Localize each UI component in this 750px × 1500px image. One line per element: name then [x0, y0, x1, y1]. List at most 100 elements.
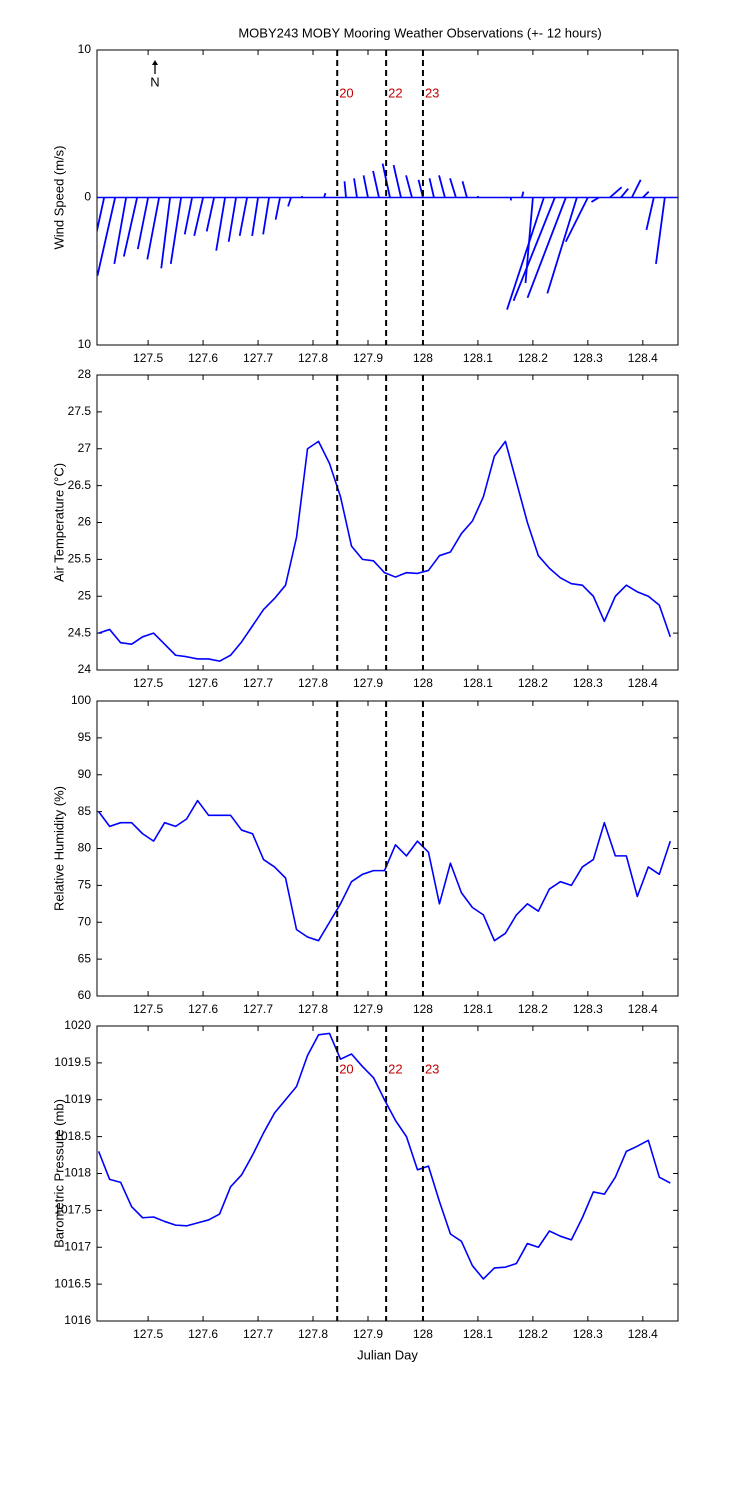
x-tick-label: 127.6 [188, 676, 218, 690]
wind-stick [215, 197, 226, 251]
y-tick-label: 80 [78, 841, 92, 855]
y-tick-label: 90 [78, 767, 92, 781]
panel: Barometric Pressure (mb) Julian Day 1016 10… [51, 1018, 679, 1362]
plot-area [98, 440, 672, 662]
y-axis-label: Air Temperature (°C) [51, 463, 66, 582]
y-tick-label: 10 [78, 337, 92, 351]
plot-frame [96, 1025, 679, 1322]
wind-stick [546, 197, 578, 294]
y-tick-label: 1016 [64, 1313, 91, 1327]
wind-stick [274, 197, 281, 220]
panel: Air Temperature (°C) 24 24.5 25 25.5 26 26.5 27… [51, 367, 679, 690]
y-tick-label: 95 [78, 730, 92, 744]
x-tick-label: 128.3 [573, 1002, 603, 1016]
x-tick-label: 127.5 [133, 1002, 163, 1016]
wind-stick [136, 197, 150, 250]
y-tick-label: 70 [78, 914, 92, 928]
y-tick-label: 0 [84, 190, 91, 204]
wind-stick [631, 179, 642, 198]
x-tick-label: 128 [413, 1327, 433, 1341]
x-tick-label: 128.2 [518, 1002, 548, 1016]
wind-stick [512, 197, 556, 302]
north-label: N [150, 74, 159, 89]
x-tick-label: 128.1 [463, 351, 493, 365]
y-tick-label: 28 [78, 367, 92, 381]
wind-stick [461, 181, 468, 198]
plot-area [97, 163, 678, 310]
wind-stick [287, 197, 292, 207]
x-tick-label: 127.8 [298, 1002, 328, 1016]
x-tick-label: 127.8 [298, 351, 328, 365]
wind-stick [392, 164, 402, 198]
wind-stick [372, 170, 380, 198]
x-tick-label: 127.7 [243, 1002, 273, 1016]
x-tick-label: 127.6 [188, 1002, 218, 1016]
x-tick-label: 127.9 [353, 351, 383, 365]
x-tick-label: 127.5 [133, 351, 163, 365]
wind-stick [362, 175, 369, 198]
data-line [98, 799, 672, 942]
reference-label: 20 [339, 85, 353, 100]
x-tick-label: 128.3 [573, 351, 603, 365]
y-tick-label: 26 [78, 515, 92, 529]
x-tick-label: 128.2 [518, 351, 548, 365]
x-tick-label: 128.1 [463, 676, 493, 690]
y-tick-label: 27.5 [68, 404, 92, 418]
x-tick-label: 127.9 [353, 1327, 383, 1341]
reference-label: 23 [425, 1061, 439, 1076]
x-tick-label: 128.4 [628, 351, 658, 365]
plot-frame [96, 700, 679, 997]
y-tick-label: 100 [71, 693, 91, 707]
y-tick-label: 60 [78, 988, 92, 1002]
wind-stick [183, 197, 193, 235]
y-tick-label: 1019.5 [54, 1055, 91, 1069]
x-tick-label: 128.3 [573, 676, 603, 690]
y-tick-label: 1016.5 [54, 1276, 91, 1290]
chart-title: MOBY243 MOBY Mooring Weather Observation… [238, 25, 601, 40]
wind-stick [97, 197, 106, 235]
y-tick-label: 1018.5 [54, 1129, 91, 1143]
wind-stick [251, 197, 259, 236]
y-tick-label: 1019 [64, 1092, 91, 1106]
x-axis-label: Julian Day [357, 1347, 418, 1362]
wind-stick [521, 191, 525, 198]
panel: Relative Humidity (%) 60 65 70 75 80 85 90 95 100… [51, 693, 679, 1016]
wind-stick [353, 178, 358, 198]
x-tick-label: 128.3 [573, 1327, 603, 1341]
plot-frame [96, 374, 679, 671]
y-axis-label: Relative Humidity (%) [51, 786, 66, 911]
x-tick-label: 128 [413, 1002, 433, 1016]
wind-stick [146, 197, 160, 260]
wind-stick [642, 190, 650, 199]
wind-stick [564, 197, 589, 243]
reference-label: 22 [388, 1061, 402, 1076]
y-tick-label: 25 [78, 588, 92, 602]
wind-stick [449, 178, 457, 198]
y-tick-label: 85 [78, 804, 92, 818]
wind-stick [609, 186, 623, 199]
wind-stick [655, 197, 666, 264]
y-tick-label: 1018 [64, 1166, 91, 1180]
x-tick-label: 127.9 [353, 676, 383, 690]
y-tick-label: 10 [78, 42, 92, 56]
wind-stick [193, 197, 204, 237]
x-tick-label: 127.9 [353, 1002, 383, 1016]
y-tick-label: 24 [78, 662, 92, 676]
x-tick-label: 127.6 [188, 1327, 218, 1341]
x-tick-label: 127.7 [243, 351, 273, 365]
reference-label: 20 [339, 1061, 353, 1076]
y-tick-label: 1017 [64, 1239, 91, 1253]
x-tick-label: 127.5 [133, 1327, 163, 1341]
y-axis-label: Wind Speed (m/s) [51, 145, 66, 249]
wind-stick [205, 197, 215, 232]
data-line [98, 440, 672, 662]
y-tick-label: 27 [78, 441, 92, 455]
wind-stick [620, 188, 629, 199]
y-tick-label: 26.5 [68, 478, 92, 492]
wind-stick [262, 197, 270, 235]
wind-stick [122, 197, 139, 257]
x-tick-label: 127.5 [133, 676, 163, 690]
wind-stick [645, 197, 655, 231]
y-tick-label: 24.5 [68, 625, 92, 639]
